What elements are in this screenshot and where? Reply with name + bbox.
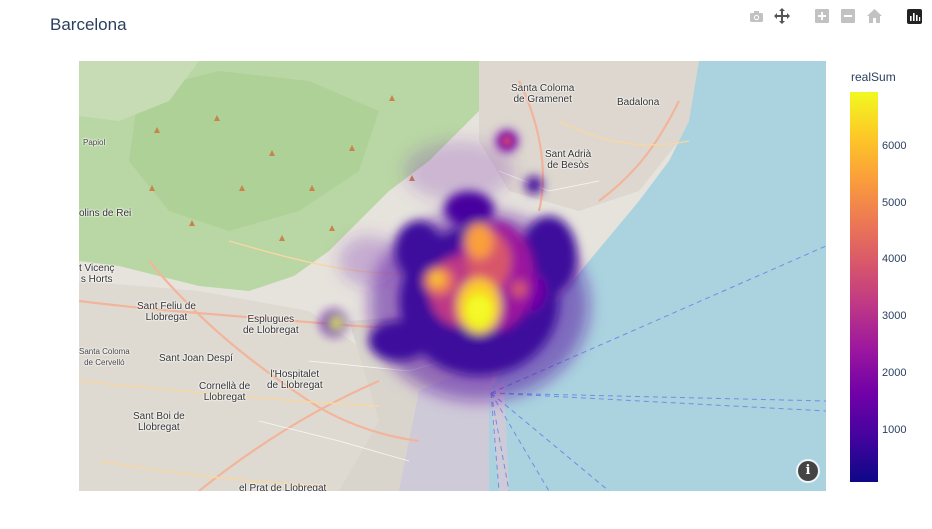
place-label: Santa Coloma de Gramenet (511, 83, 575, 105)
place-label: t Vicenç s Horts (79, 263, 115, 285)
colorbar-title: realSum (851, 70, 896, 84)
colorbar-tick: 1000 (882, 424, 907, 436)
place-label: Sant Boi de Llobregat (133, 411, 185, 433)
plotly-logo-icon[interactable] (906, 8, 922, 24)
colorbar-tick: 6000 (882, 140, 907, 152)
info-icon[interactable]: i (798, 461, 818, 481)
place-label: l'Hospitalet de Llobregat (267, 369, 323, 391)
place-label: el Prat de Llobregat (239, 483, 327, 491)
colorbar-tick: 4000 (882, 253, 907, 265)
place-label: Cornellà de Llobregat (199, 381, 251, 403)
place-label: Esplugues de Llobregat (243, 314, 299, 336)
place-label: Badalona (617, 97, 660, 108)
home-icon[interactable] (866, 8, 882, 24)
colorbar (850, 92, 878, 482)
colorbar-tick: 5000 (882, 197, 907, 209)
modebar (748, 8, 922, 24)
place-label: Papiol (83, 138, 106, 147)
place-label: olins de Rei (79, 208, 132, 219)
zoom-in-icon[interactable] (814, 8, 830, 24)
chart-title: Barcelona (50, 15, 127, 34)
place-label: Santa Coloma de Cervelló (79, 347, 130, 367)
basemap (79, 61, 826, 491)
place-label: Sant Feliu de Llobregat (137, 301, 196, 323)
pan-icon[interactable] (774, 8, 790, 24)
colorbar-tick: 2000 (882, 367, 907, 379)
camera-icon[interactable] (748, 8, 764, 24)
colorbar-tick: 3000 (882, 310, 907, 322)
place-label: Sant Joan Despí (159, 353, 233, 364)
zoom-out-icon[interactable] (840, 8, 856, 24)
density-map[interactable]: Santa Coloma de Gramenet Badalona Sant A… (79, 61, 826, 491)
place-label: Sant Adrià de Besòs (545, 149, 592, 171)
